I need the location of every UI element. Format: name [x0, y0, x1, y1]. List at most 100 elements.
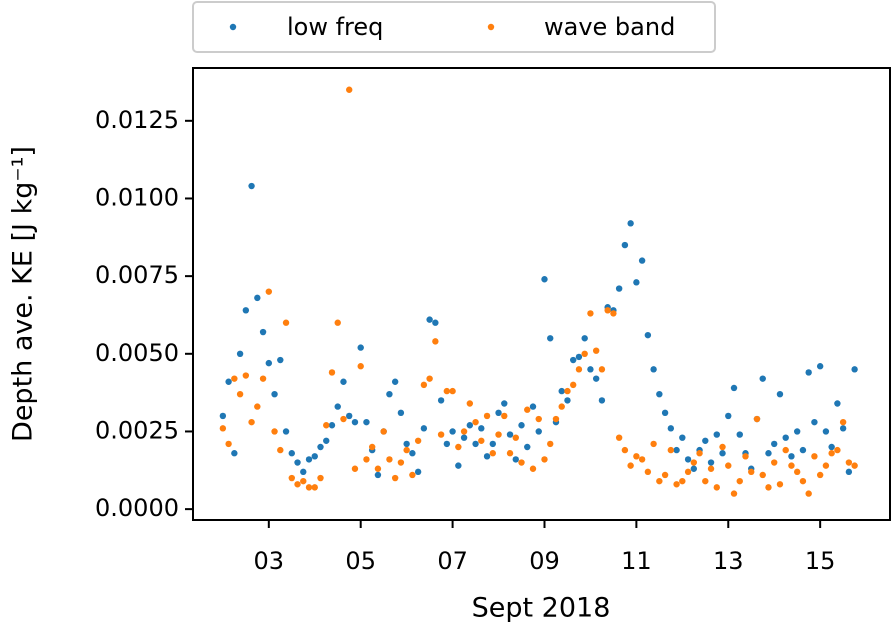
point: [374, 471, 382, 479]
point: [558, 387, 565, 395]
point: [845, 468, 853, 476]
point: [236, 390, 244, 398]
point: [282, 428, 290, 435]
point: [805, 490, 812, 497]
point: [702, 477, 709, 485]
point: [638, 456, 646, 463]
point: [495, 409, 502, 417]
point: [391, 474, 399, 482]
point: [633, 279, 640, 286]
legend-label: wave band: [544, 13, 675, 41]
point: [231, 450, 238, 457]
point: [615, 285, 623, 292]
point: [702, 437, 709, 444]
point: [242, 372, 250, 379]
y-tick-label: 0.0125: [95, 106, 179, 134]
point: [323, 437, 330, 444]
point: [254, 403, 261, 410]
point: [839, 418, 847, 426]
point: [225, 440, 232, 448]
point: [736, 477, 743, 485]
point: [420, 425, 428, 432]
point: [765, 484, 772, 491]
point: [529, 465, 537, 472]
point: [271, 428, 278, 435]
point: [788, 453, 795, 460]
point: [690, 459, 698, 466]
point: [328, 422, 336, 429]
point: [357, 363, 364, 370]
point: [707, 459, 715, 466]
point: [753, 415, 761, 423]
point: [305, 456, 313, 463]
legend-frame: [192, 1, 716, 53]
point: [725, 462, 732, 469]
point: [300, 477, 307, 485]
point: [570, 356, 577, 364]
point: [518, 459, 525, 466]
point: [621, 446, 629, 454]
point: [828, 443, 835, 451]
point: [328, 369, 336, 376]
y-axis-label: Depth ave. KE [J kg⁻¹]: [8, 146, 39, 442]
point: [351, 465, 359, 472]
point: [426, 316, 433, 323]
point: [684, 456, 692, 463]
point: [323, 422, 330, 429]
point: [656, 477, 663, 485]
point: [346, 86, 353, 93]
point: [300, 468, 307, 476]
x-axis-label: Sept 2018: [472, 593, 611, 624]
point: [386, 390, 393, 398]
point: [604, 307, 611, 314]
point: [294, 481, 301, 488]
point: [288, 474, 295, 482]
point: [483, 412, 491, 420]
x-tick-label: 05: [345, 547, 376, 575]
point: [742, 453, 749, 460]
legend-label: low freq: [287, 13, 383, 41]
point: [816, 363, 824, 370]
point: [776, 390, 784, 398]
point: [403, 446, 410, 454]
point: [351, 418, 359, 426]
point: [834, 400, 841, 407]
x-tick-label: 07: [437, 547, 468, 575]
point: [259, 375, 267, 382]
y-tick-label: 0.0050: [95, 339, 179, 367]
point: [748, 468, 755, 476]
point: [489, 450, 496, 457]
point: [437, 431, 445, 438]
point: [725, 412, 732, 420]
point: [403, 440, 410, 448]
point: [575, 366, 583, 373]
point: [564, 397, 571, 404]
point: [638, 257, 646, 264]
y-tick-label: 0.0000: [95, 494, 179, 522]
point: [587, 310, 594, 317]
point: [386, 456, 393, 463]
point: [535, 428, 542, 435]
point: [679, 477, 686, 485]
point: [816, 471, 824, 479]
point: [771, 459, 778, 466]
point: [575, 353, 583, 361]
point: [231, 375, 238, 382]
point: [845, 459, 853, 466]
point: [615, 434, 623, 441]
point: [805, 369, 812, 376]
point: [506, 431, 514, 438]
point: [340, 415, 347, 423]
point: [713, 484, 720, 491]
point: [667, 425, 675, 432]
point: [501, 400, 508, 407]
point: [535, 415, 542, 423]
point: [684, 468, 692, 476]
point: [478, 425, 485, 432]
point: [719, 450, 726, 457]
point: [455, 462, 462, 469]
point: [730, 384, 738, 392]
point: [437, 397, 445, 404]
point: [271, 390, 278, 398]
point: [420, 381, 428, 389]
